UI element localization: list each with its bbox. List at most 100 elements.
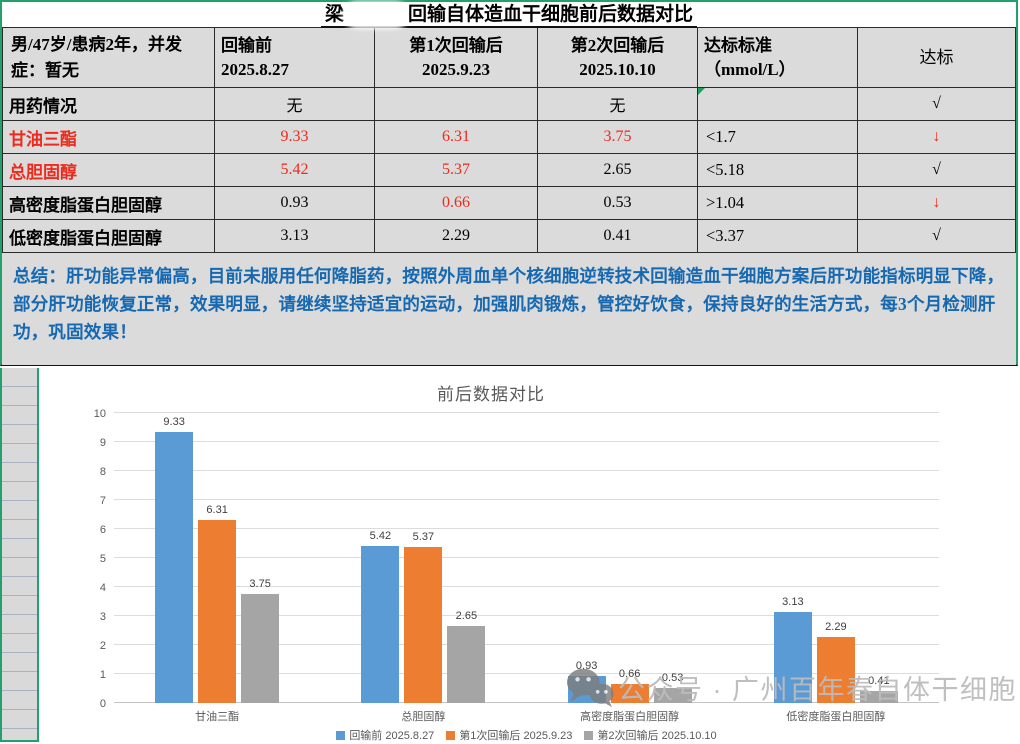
y-axis-tick: 1	[99, 669, 106, 681]
title-prefix: 梁	[324, 4, 344, 25]
value-cell[interactable]	[697, 87, 858, 121]
header-line1: 第2次回输后	[570, 35, 665, 55]
legend-label: 第1次回输后 2025.9.23	[459, 730, 573, 742]
value-cell[interactable]: 无	[214, 87, 375, 121]
header-compliance[interactable]: 达标	[857, 27, 1016, 88]
bar-value-label: 3.13	[782, 596, 804, 609]
table-row: 高密度脂蛋白胆固醇 0.93 0.66 0.53 >1.04 ↓	[2, 186, 1016, 220]
value-cell[interactable]: 2.65	[537, 153, 698, 187]
y-axis-tick: 9	[99, 437, 106, 449]
value-cell[interactable]: <1.7	[697, 120, 858, 154]
bar: 9.33	[155, 416, 194, 703]
report-region: 梁 回输自体造血干细胞前后数据对比 男/47岁/患病2年，并发症：暂无 回输前 …	[0, 0, 1018, 366]
value-cell[interactable]: >1.04	[697, 186, 858, 220]
bar-value-label: 2.29	[825, 620, 847, 633]
y-axis-tick: 2	[99, 640, 106, 652]
bar-value-label: 0.41	[868, 675, 890, 688]
header-row: 男/47岁/患病2年，并发症：暂无 回输前 2025.8.27 第1次回输后 2…	[2, 27, 1016, 88]
bar-value-label: 9.33	[163, 416, 185, 429]
table-row: 用药情况无无 √	[2, 87, 1016, 121]
header-first-infusion[interactable]: 第1次回输后 2025.9.23	[374, 27, 538, 88]
gridline	[114, 441, 939, 442]
bar: 2.29	[816, 621, 855, 703]
y-axis-tick: 10	[93, 408, 106, 420]
chart-title: 前后数据对比	[437, 385, 545, 404]
legend-label: 回输前 2025.8.27	[349, 730, 435, 742]
header-second-infusion[interactable]: 第2次回输后 2025.10.10	[537, 27, 698, 88]
gridline	[114, 412, 939, 413]
gridline	[114, 673, 939, 674]
value-cell[interactable]: 5.42	[214, 153, 375, 187]
bar-value-label: 5.37	[412, 531, 435, 544]
value-cell[interactable]: 9.33	[214, 120, 375, 154]
bar-value-label: 5.42	[369, 529, 392, 542]
value-cell[interactable]: 2.29	[374, 219, 538, 253]
status-cell[interactable]: √	[857, 87, 1016, 121]
comparison-table: 男/47岁/患病2年，并发症：暂无 回输前 2025.8.27 第1次回输后 2…	[2, 27, 1016, 253]
bar-value-label: 0.66	[618, 667, 641, 680]
spreadsheet-row-strip	[0, 368, 39, 742]
header-pre-infusion[interactable]: 回输前 2025.8.27	[214, 27, 375, 88]
row-label-cell[interactable]: 高密度脂蛋白胆固醇	[2, 186, 215, 220]
value-cell[interactable]: 3.75	[537, 120, 698, 154]
bar-group: 5.42 5.37 2.65	[320, 413, 526, 703]
row-label-cell[interactable]: 低密度脂蛋白胆固醇	[2, 219, 215, 253]
gridline	[114, 499, 939, 500]
patient-info-cell[interactable]: 男/47岁/患病2年，并发症：暂无	[2, 27, 215, 88]
x-axis-labels: 甘油三酯 总胆固醇 高密度脂蛋白胆固醇 低密度脂蛋白胆固醇	[114, 708, 939, 724]
header-line1: 达标标准	[704, 35, 772, 55]
x-axis-label: 总胆固醇	[401, 711, 446, 723]
header-line1: 回输前	[221, 35, 272, 55]
value-cell[interactable]: 无	[537, 87, 698, 121]
row-label-cell[interactable]: 总胆固醇	[2, 153, 215, 187]
gridline	[114, 528, 939, 529]
summary-text: 总结：肝功能异常偏高，目前未服用任何降脂药，按照外周血单个核细胞逆转技术回输造血…	[2, 253, 1016, 365]
table-body: 用药情况无无 √ 甘油三酯 9.33 6.31 3.75 <1.7 ↓ 总胆固醇 5.42 5.37…	[2, 87, 1016, 253]
bar-group: 0.93 0.66 0.53	[527, 413, 733, 703]
chart-plot: 0 1 2 3 4 5 6 7 8 9 10 9.33 6.31 3.75 5.42 5.37 2.65 0.93…	[94, 408, 939, 710]
status-cell[interactable]: ↓	[857, 186, 1016, 220]
status-cell[interactable]: √	[857, 219, 1016, 253]
x-axis-label: 高密度脂蛋白胆固醇	[580, 711, 680, 723]
value-cell[interactable]: 5.37	[374, 153, 538, 187]
header-line1: 第1次回输后	[409, 35, 503, 55]
bar-groups: 9.33 6.31 3.75 5.42 5.37 2.65 0.93 0.66 0.53 3.13…	[114, 413, 939, 703]
bar: 0.41	[859, 675, 898, 703]
header-standard[interactable]: 达标标准 （mmol/L）	[697, 27, 858, 88]
value-cell[interactable]: 0.93	[214, 186, 375, 220]
row-label-cell[interactable]: 甘油三酯	[2, 120, 215, 154]
value-cell[interactable]: 0.66	[374, 186, 538, 220]
gridline	[114, 557, 939, 558]
value-cell[interactable]: <5.18	[697, 153, 858, 187]
gridline	[114, 586, 939, 587]
status-cell[interactable]: √	[857, 153, 1016, 187]
table-row: 低密度脂蛋白胆固醇 3.13 2.29 0.41 <3.37 √	[2, 219, 1016, 253]
value-cell[interactable]: 3.13	[214, 219, 375, 253]
gridline	[114, 470, 939, 471]
bar: 5.37	[404, 531, 443, 703]
status-cell[interactable]: ↓	[857, 120, 1016, 154]
y-axis-tick: 0	[99, 698, 106, 710]
bar: 2.65	[447, 610, 486, 703]
bar: 0.53	[653, 672, 692, 703]
row-label-cell[interactable]: 用药情况	[2, 87, 215, 121]
chart-legend: 回输前 2025.8.27 第1次回输后 2025.9.23 第2次回输后 2025…	[114, 727, 939, 743]
bar: 6.31	[198, 504, 237, 703]
y-axis-tick: 8	[99, 466, 106, 478]
y-axis-tick: 6	[99, 524, 106, 536]
value-cell[interactable]: <3.37	[697, 219, 858, 253]
value-cell[interactable]: 0.53	[537, 186, 698, 220]
header-line2: 2025.8.27	[221, 59, 289, 79]
bar: 0.66	[610, 668, 649, 703]
bar-value-label: 6.31	[206, 504, 228, 517]
value-cell[interactable]: 6.31	[374, 120, 538, 154]
legend-item: 第2次回输后 2025.10.10	[584, 727, 717, 743]
value-cell[interactable]	[374, 87, 538, 121]
bar-group: 9.33 6.31 3.75	[114, 413, 320, 703]
watermark-text: 公众号 · 广州百年春自体干细胞	[618, 674, 1017, 705]
value-cell[interactable]: 0.41	[537, 219, 698, 253]
table-row: 甘油三酯 9.33 6.31 3.75 <1.7 ↓	[2, 120, 1016, 154]
wechat-icon	[566, 668, 614, 708]
header-line2: 2025.10.10	[579, 59, 656, 79]
bar: 3.13	[773, 596, 812, 703]
